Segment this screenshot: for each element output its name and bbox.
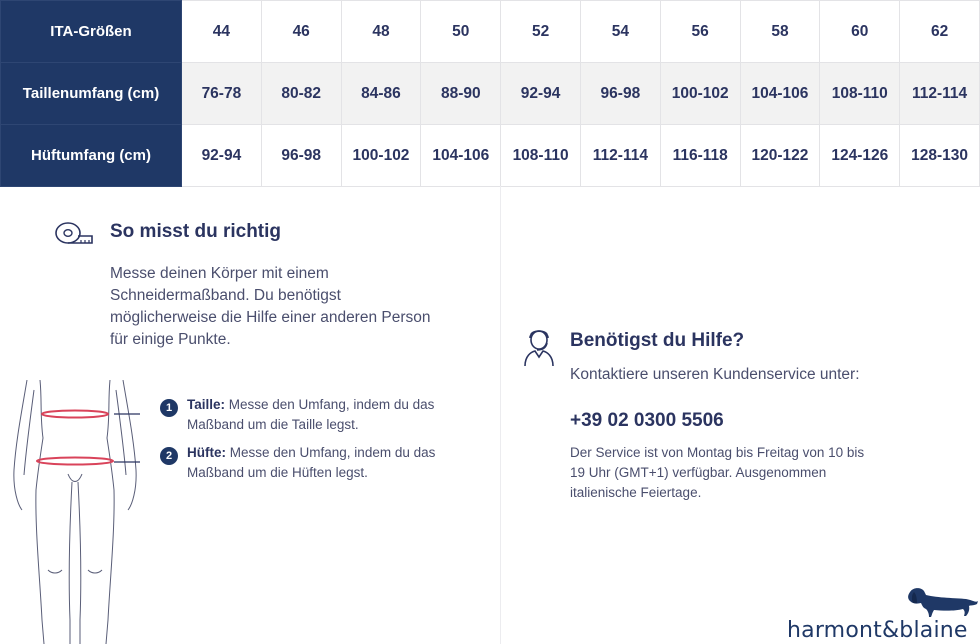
step-label: Taille: (187, 397, 226, 412)
brand-logo[interactable]: harmont&blaine (787, 618, 968, 643)
step-text: Taille: Messe den Umfang, indem du das M… (187, 395, 487, 435)
table-cell: 44 (181, 0, 262, 63)
table-cell: 100-102 (340, 124, 422, 187)
step-text: Hüfte: Messe den Umfang, indem du das Ma… (187, 443, 487, 483)
table-row-ita-sizes: ITA-Größen 44 46 48 50 52 54 56 58 60 62 (0, 0, 980, 63)
table-cell: 62 (899, 0, 980, 63)
table-cell: 120-122 (739, 124, 821, 187)
measure-title: So misst du richtig (110, 221, 282, 242)
table-cell: 88-90 (420, 62, 502, 125)
row-header-hip: Hüftumfang (cm) (0, 124, 182, 187)
table-cell: 84-86 (340, 62, 422, 125)
table-row-waist: Taillenumfang (cm) 76-78 80-82 84-86 88-… (0, 62, 980, 125)
step-description: Messe den Umfang, indem du das Maßband u… (187, 397, 435, 432)
row-header-waist: Taillenumfang (cm) (0, 62, 182, 125)
table-row-hip: Hüftumfang (cm) 92-94 96-98 100-102 104-… (0, 124, 980, 187)
table-cell: 76-78 (181, 62, 262, 125)
table-cell: 96-98 (260, 124, 342, 187)
row-header-ita-sizes: ITA-Größen (0, 0, 182, 63)
table-cell: 104-106 (739, 62, 821, 125)
step-label: Hüfte: (187, 445, 226, 460)
table-cell: 108-110 (500, 124, 581, 187)
table-cell: 100-102 (659, 62, 741, 125)
table-cell: 60 (819, 0, 901, 63)
measure-description: Messe deinen Körper mit einem Schneiderm… (110, 265, 431, 348)
table-cell: 96-98 (579, 62, 661, 125)
customer-service-agent-icon (524, 330, 554, 366)
body-figure-illustration (13, 380, 140, 644)
size-table: ITA-Größen 44 46 48 50 52 54 56 58 60 62… (0, 0, 980, 187)
step-number-badge: 2 (160, 447, 178, 465)
table-cell: 54 (579, 0, 661, 63)
help-description: Kontaktiere unseren Kundenservice unter: (570, 366, 860, 383)
table-cell: 92-94 (181, 124, 262, 187)
panel-divider (500, 186, 501, 644)
table-cell: 58 (739, 0, 821, 63)
table-cell: 128-130 (899, 124, 980, 187)
table-cell: 56 (659, 0, 741, 63)
step-description: Messe den Umfang, indem du das Maßband u… (187, 445, 436, 480)
table-cell: 108-110 (819, 62, 901, 125)
measuring-tape-icon (55, 222, 93, 244)
dachshund-icon (908, 588, 978, 617)
table-cell: 50 (420, 0, 502, 63)
table-cell: 112-114 (899, 62, 980, 125)
help-phone-number[interactable]: +39 02 0300 5506 (570, 410, 724, 431)
table-cell: 104-106 (420, 124, 502, 187)
table-cell: 52 (500, 0, 581, 63)
table-cell: 46 (260, 0, 342, 63)
table-cell: 112-114 (579, 124, 661, 187)
help-service-hours: Der Service ist von Montag bis Freitag v… (570, 445, 865, 500)
help-title: Benötigst du Hilfe? (570, 330, 745, 351)
table-cell: 124-126 (819, 124, 901, 187)
table-cell: 80-82 (260, 62, 342, 125)
step-number-badge: 1 (160, 399, 178, 417)
table-cell: 48 (340, 0, 422, 63)
table-cell: 92-94 (500, 62, 581, 125)
table-cell: 116-118 (659, 124, 741, 187)
